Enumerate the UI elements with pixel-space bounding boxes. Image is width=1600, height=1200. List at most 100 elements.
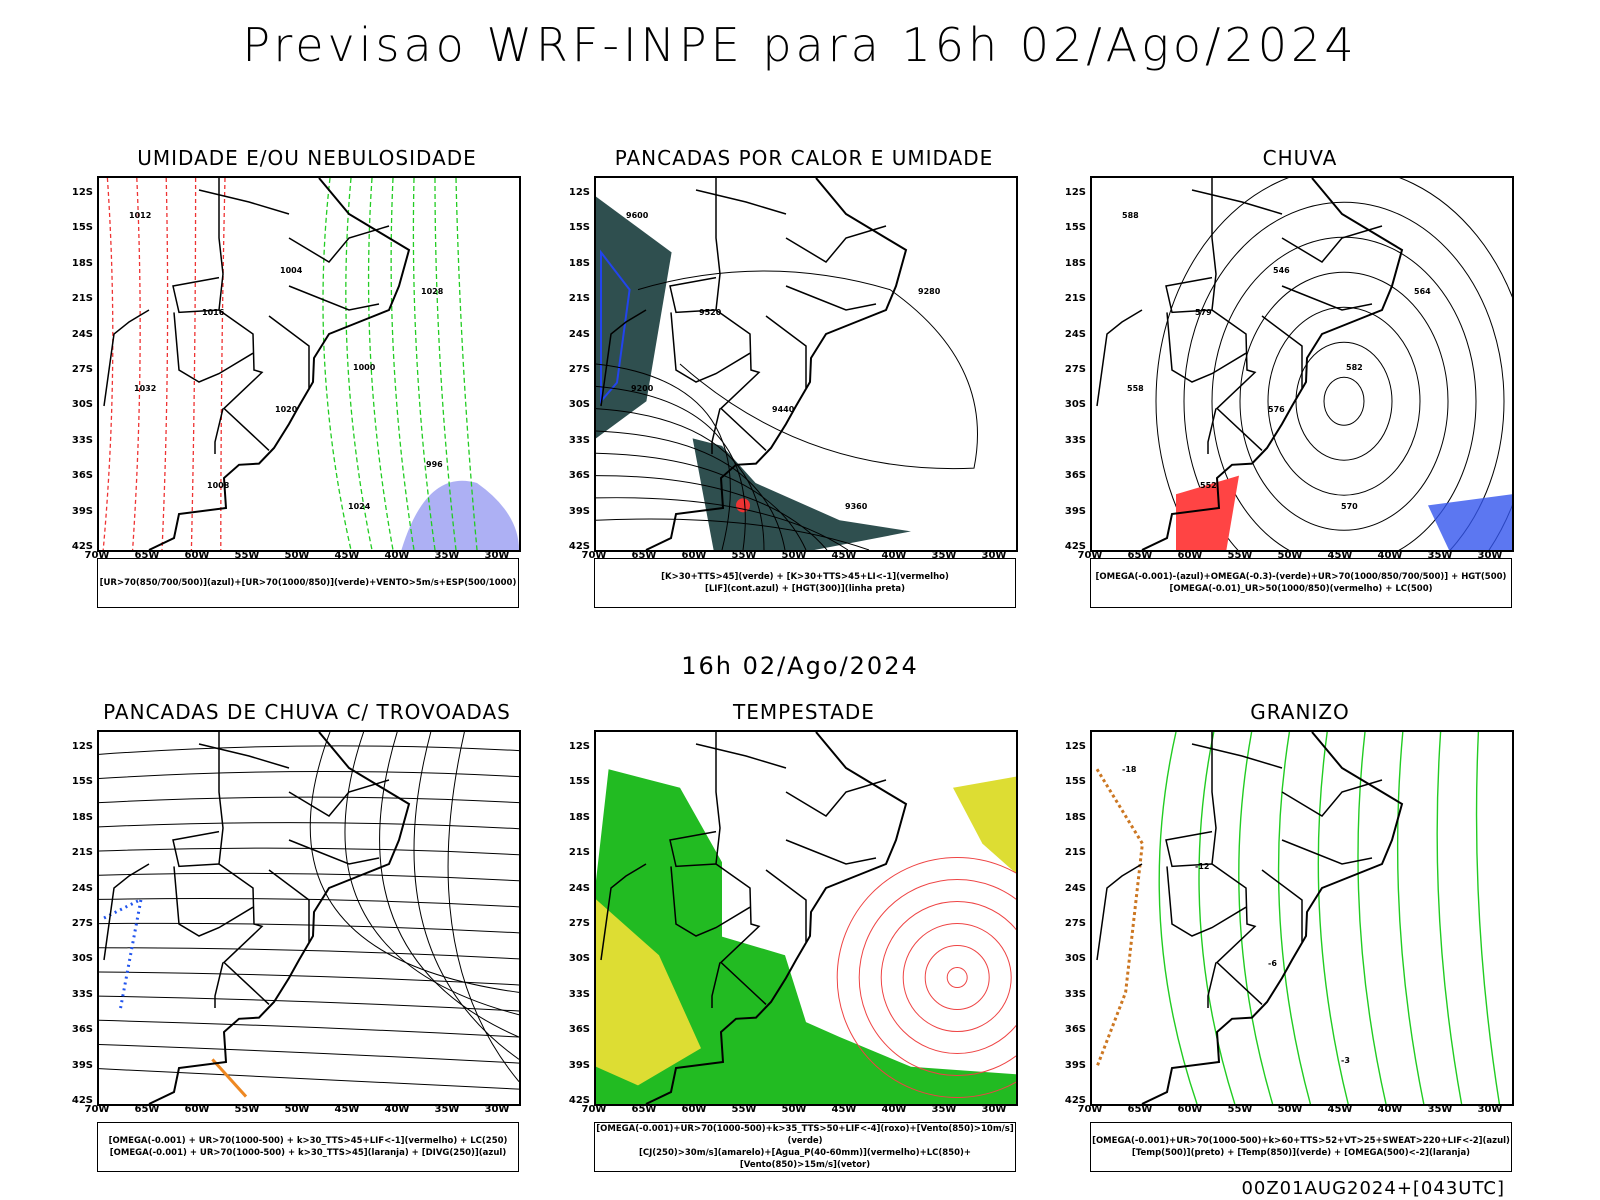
lat-tick-label: 30S (71, 399, 93, 411)
lat-tick-label: 36S (71, 470, 93, 482)
lat-tick-label: 39S (71, 505, 93, 517)
map-panel-trovoadas (97, 730, 521, 1106)
panel-title: UMIDADE E/OU NEBULOSIDADE (137, 146, 477, 170)
lat-tick-label: 33S (71, 434, 93, 446)
contour-label: 1020 (275, 405, 298, 414)
lat-tick-label: 21S (568, 293, 590, 305)
legend-box: [K>30+TTS>45](verde) + [K>30+TTS>45+LI<-… (594, 558, 1016, 608)
valid-time-title: 16h 02/Ago/2024 (681, 652, 919, 680)
lat-tick-label: 30S (568, 953, 590, 965)
legend-line: [UR>70(850/700/500)](azul)+[UR>70(1000/8… (99, 578, 517, 588)
lat-tick-label: 21S (1064, 847, 1086, 859)
legend-box: [OMEGA(-0.001) + UR>70(1000-500) + k>30_… (97, 1122, 519, 1172)
lat-tick-label: 18S (1064, 257, 1086, 269)
panel-title: TEMPESTADE (733, 700, 875, 724)
lon-tick-label: 55W (234, 1104, 260, 1115)
lat-tick-label: 24S (71, 328, 93, 340)
lat-tick-label: 42S (71, 1095, 93, 1106)
main-title: Previsao WRF-INPE para 16h 02/Ago/2024 (242, 18, 1358, 72)
map-canvas: -18 -12 -6 -3 (1095, 732, 1501, 1104)
lon-tick-label: 35W (434, 550, 460, 561)
panel-title: GRANIZO (1250, 700, 1350, 724)
contour-label: 546 (1273, 266, 1290, 275)
map-panel-granizo: -18 -12 -6 -3 (1090, 730, 1514, 1106)
legend-box: [OMEGA(-0.001)+UR>70(1000-500)+k>35_TTS>… (594, 1122, 1016, 1172)
lon-tick-label: 45W (1327, 550, 1353, 561)
lat-tick-label: 24S (568, 882, 590, 894)
map-panel-pancadas_calor: 9600 9520 9440 9360 9280 9200 (594, 176, 1018, 552)
lat-tick-label: 27S (568, 364, 590, 375)
lat-tick-label: 30S (71, 953, 93, 965)
map-panel-tempestade (594, 730, 1018, 1106)
lat-tick-label: 42S (1064, 1095, 1086, 1106)
lat-tick-label: 27S (568, 918, 590, 929)
lon-tick-label: 65W (1127, 550, 1153, 561)
lat-tick-label: 36S (568, 1024, 590, 1036)
contour-label: -6 (1268, 959, 1277, 968)
lat-tick-label: 24S (568, 328, 590, 340)
lat-tick-label: 36S (71, 1024, 93, 1036)
lon-tick-label: 45W (334, 1104, 360, 1115)
lon-tick-label: 30W (981, 550, 1007, 561)
contour-label: -3 (1341, 1056, 1350, 1065)
map-canvas (596, 732, 1016, 1104)
legend-line: [LIF](cont.azul) + [HGT(300)](linha pret… (704, 584, 906, 594)
lat-tick-label: 12S (568, 187, 590, 198)
lat-tick-label: 27S (1064, 918, 1086, 929)
map-panel-umidade: 1012 1016 1020 1024 1028 1032 1008 1004 1000 996 (97, 176, 521, 552)
lon-tick-label: 40W (384, 550, 410, 561)
lon-tick-label: 70W (84, 550, 110, 561)
lon-tick-label: 45W (831, 550, 857, 561)
lat-tick-label: 36S (1064, 1024, 1086, 1036)
contour-label: 570 (1341, 502, 1358, 511)
lon-tick-label: 50W (284, 550, 310, 561)
lon-tick-label: 40W (1377, 550, 1403, 561)
lat-tick-label: 39S (568, 1059, 590, 1071)
legend-box: [OMEGA(-0.001)-(azul)+OMEGA(-0.3)-(verde… (1090, 558, 1512, 608)
lat-tick-label: 15S (568, 776, 590, 788)
lon-tick-label: 30W (1477, 550, 1503, 561)
lon-tick-label: 60W (184, 1104, 210, 1115)
lat-tick-label: 33S (1064, 988, 1086, 1000)
contour-label: 558 (1127, 384, 1144, 393)
lon-tick-label: 70W (1077, 550, 1103, 561)
lat-tick-label: 15S (1064, 222, 1086, 234)
lon-tick-label: 50W (1277, 1104, 1303, 1115)
lon-tick-label: 35W (931, 550, 957, 561)
lon-tick-label: 30W (1477, 1104, 1503, 1115)
lon-tick-label: 65W (631, 550, 657, 561)
lon-tick-label: 65W (134, 550, 160, 561)
lat-tick-label: 27S (71, 364, 93, 375)
contour-label: 576 (1268, 405, 1285, 414)
lon-tick-label: 45W (831, 1104, 857, 1115)
lon-tick-label: 60W (184, 550, 210, 561)
lat-tick-label: 15S (71, 222, 93, 234)
lon-tick-label: 40W (384, 1104, 410, 1115)
lon-tick-label: 30W (484, 550, 510, 561)
lat-tick-label: 24S (71, 882, 93, 894)
legend-line: [CJ(250)>30m/s](amarelo)+[Agua_P(40-60mm… (638, 1148, 972, 1170)
legend-line: [OMEGA(-0.001)+UR>70(1000-500)+k>35_TTS>… (596, 1124, 1014, 1146)
legend-box: [OMEGA(-0.001)+UR>70(1000-500)+k>60+TTS>… (1090, 1122, 1512, 1172)
map-canvas: 1012 1016 1020 1024 1028 1032 1008 1004 1000 996 (102, 178, 519, 550)
legend-box: [UR>70(850/700/500)](azul)+[UR>70(1000/8… (97, 558, 519, 608)
contour-label: 552 (1200, 481, 1217, 490)
lon-tick-label: 45W (1327, 1104, 1353, 1115)
panel-title: PANCADAS DE CHUVA C/ TROVOADAS (103, 700, 511, 724)
contour-label: 1000 (353, 363, 376, 372)
lon-tick-label: 30W (484, 1104, 510, 1115)
lat-tick-label: 15S (1064, 776, 1086, 788)
run-info-footer: 00Z01AUG2024+[043UTC] (1241, 1178, 1505, 1199)
lat-tick-label: 21S (1064, 293, 1086, 305)
lat-tick-label: 18S (71, 811, 93, 823)
contour-label: 1012 (129, 211, 151, 220)
lat-tick-label: 12S (1064, 741, 1086, 752)
lon-tick-label: 60W (1177, 550, 1203, 561)
lon-tick-label: 65W (631, 1104, 657, 1115)
panel-title: CHUVA (1262, 146, 1338, 170)
lat-tick-label: 39S (568, 505, 590, 517)
lat-tick-label: 18S (568, 257, 590, 269)
panel-title: PANCADAS POR CALOR E UMIDADE (614, 146, 994, 170)
lat-tick-label: 12S (71, 187, 93, 198)
lat-tick-label: 27S (1064, 364, 1086, 375)
